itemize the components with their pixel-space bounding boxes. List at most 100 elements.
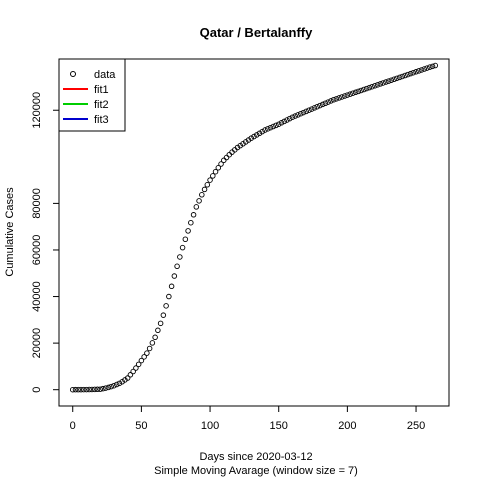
y-tick-label: 120000 <box>31 92 43 129</box>
x-tick-label: 0 <box>70 420 76 432</box>
data-point <box>369 83 375 90</box>
data-point <box>174 263 180 270</box>
data-point <box>292 113 298 119</box>
data-point <box>105 384 112 391</box>
data-point <box>113 381 120 388</box>
data-point <box>144 350 150 356</box>
data-point <box>89 386 95 393</box>
data-point <box>410 69 417 76</box>
data-point <box>333 96 340 102</box>
data-point <box>221 157 227 164</box>
data-point <box>91 386 98 393</box>
data-point <box>152 334 158 341</box>
data-point <box>188 219 194 226</box>
data-point <box>330 97 337 103</box>
data-point <box>300 109 307 116</box>
data-point <box>385 78 392 84</box>
data-point <box>363 85 370 92</box>
data-point <box>347 91 353 97</box>
data-point <box>391 76 397 83</box>
data-point <box>319 101 326 108</box>
x-tick-label: 250 <box>407 420 425 432</box>
data-point <box>289 114 296 120</box>
y-tick-label: 0 <box>31 387 43 393</box>
data-point <box>366 84 373 91</box>
data-point <box>212 168 219 175</box>
data-point <box>166 293 172 300</box>
data-point <box>424 65 430 71</box>
data-point <box>201 186 208 193</box>
y-tick-label: 60000 <box>31 235 43 266</box>
data-point <box>418 67 425 73</box>
data-point <box>215 165 222 171</box>
data-point <box>141 354 147 360</box>
data-point <box>86 386 92 393</box>
data-point <box>78 386 84 393</box>
data-point <box>270 123 276 130</box>
data-point <box>328 98 334 104</box>
data-point <box>416 68 422 74</box>
data-point <box>407 70 414 77</box>
data-point <box>308 106 315 112</box>
data-point <box>102 385 109 391</box>
data-point <box>127 372 134 378</box>
data-point <box>295 112 301 118</box>
data-point <box>297 110 304 117</box>
data-point <box>179 244 186 251</box>
data-point <box>372 83 378 89</box>
legend-label-data: data <box>94 69 116 81</box>
x-axis: 0 50 100 150 200 250 <box>70 405 425 432</box>
data-point <box>358 87 364 94</box>
data-point <box>314 103 320 110</box>
data-point <box>185 228 191 234</box>
y-tick-label: 20000 <box>31 328 43 359</box>
data-point <box>97 386 103 392</box>
x-axis-sublabel: Simple Moving Avarage (window size = 7) <box>154 465 358 477</box>
data-point <box>83 386 90 393</box>
legend-label-fit2: fit2 <box>94 99 109 111</box>
data-point <box>388 77 395 83</box>
data-point <box>339 94 345 100</box>
data-point <box>218 161 224 167</box>
data-point <box>275 121 282 127</box>
data-point <box>69 386 76 393</box>
data-point <box>193 204 200 210</box>
data-point <box>284 117 290 123</box>
data-point <box>341 93 348 99</box>
data-point <box>182 236 189 243</box>
data-point <box>394 75 400 82</box>
data-point <box>116 380 123 387</box>
data-point <box>344 92 351 98</box>
x-tick-label: 150 <box>270 420 288 432</box>
data-point <box>248 135 255 141</box>
data-point <box>350 90 356 96</box>
data-point <box>75 386 81 393</box>
data-point <box>429 63 436 70</box>
x-tick-label: 200 <box>338 420 356 432</box>
data-point <box>157 320 164 327</box>
y-axis: 0 20000 40000 60000 80000 120000 <box>31 92 60 393</box>
data-point <box>322 100 329 106</box>
data-point <box>311 105 318 111</box>
data-point <box>226 151 233 158</box>
legend-label-fit3: fit3 <box>94 114 109 126</box>
data-point <box>259 128 265 135</box>
data-point <box>207 177 213 183</box>
data-point <box>405 71 411 78</box>
chart-title: Qatar / Bertalanffy <box>200 25 313 40</box>
data-point <box>413 69 419 75</box>
legend: data fit1 fit2 fit3 <box>58 58 126 132</box>
data-point <box>267 124 274 131</box>
data-point <box>190 212 197 218</box>
data-point <box>256 130 263 137</box>
data-point <box>124 375 131 381</box>
data-point <box>80 386 87 393</box>
data-point <box>72 386 79 393</box>
data-point <box>352 89 359 96</box>
data-point <box>177 254 183 260</box>
data-point <box>130 368 136 375</box>
data-point <box>262 127 268 133</box>
data-point <box>163 303 169 309</box>
data-point <box>432 62 439 69</box>
data-point <box>253 132 260 138</box>
